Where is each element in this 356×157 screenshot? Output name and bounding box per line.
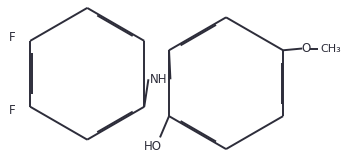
Text: F: F [9,31,16,44]
Text: O: O [302,42,311,55]
Text: F: F [9,104,16,117]
Text: CH₃: CH₃ [321,43,341,54]
Text: NH: NH [150,73,167,86]
Text: HO: HO [144,140,162,153]
